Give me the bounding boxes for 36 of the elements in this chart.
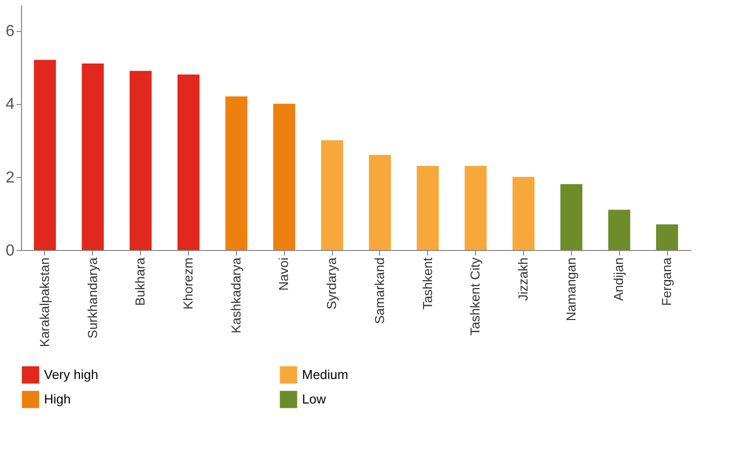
x-tick-label: Khorezm	[180, 258, 196, 310]
bar	[34, 60, 56, 250]
bar	[178, 74, 200, 250]
bar	[321, 140, 344, 250]
legend-label: High	[44, 392, 71, 406]
bar	[656, 224, 678, 250]
x-tick-label: Tashkent City	[468, 257, 483, 336]
x-tick-label: Fergana	[659, 256, 674, 306]
x-tick-label: Navoi	[276, 257, 292, 291]
bar	[130, 70, 152, 250]
x-tick-label: Andijan	[611, 258, 626, 301]
bar	[512, 176, 534, 250]
y-tick-label: 6	[6, 23, 15, 40]
x-tick-label: Tashkent	[420, 257, 435, 310]
y-tick-label: 0	[6, 242, 15, 260]
legend-label: Medium	[302, 366, 348, 382]
bar	[608, 210, 630, 250]
x-tick-label: Jizzakh	[516, 258, 530, 301]
x-tick-label: Samarkand	[372, 258, 387, 324]
legend-label: Very high	[44, 366, 98, 382]
x-tick-label: Karakalpakstan	[36, 258, 52, 348]
y-tick-label: 2	[6, 169, 15, 186]
bar	[560, 184, 582, 250]
x-tick-label: Surkhandarya	[84, 256, 100, 338]
bar	[225, 96, 248, 250]
bar	[82, 64, 104, 250]
x-tick-label: Bukhara	[132, 256, 148, 306]
legend-label: Low	[302, 392, 326, 406]
bar	[464, 166, 487, 250]
bar	[273, 104, 296, 250]
bar	[416, 166, 439, 250]
y-tick-label: 4	[6, 96, 15, 114]
x-tick-label: Namangan	[563, 258, 578, 322]
x-tick-label: Kashkadarya	[228, 256, 244, 334]
x-tick-label: Syrdarya	[324, 256, 340, 310]
bar	[368, 154, 391, 250]
